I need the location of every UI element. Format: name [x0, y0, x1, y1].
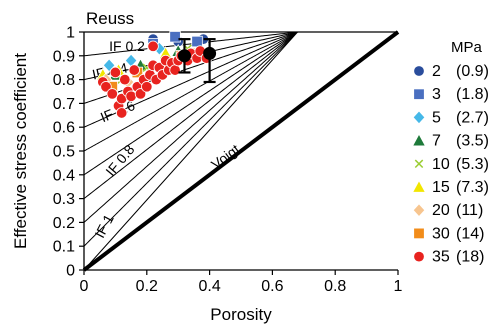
- mean-point: [177, 49, 191, 63]
- legend-value: (1.8): [456, 86, 489, 103]
- data-point: [169, 31, 181, 43]
- curve-label: IF 1: [91, 211, 117, 240]
- data-point: [115, 107, 128, 119]
- legend-marker: [414, 159, 424, 169]
- y-tick-label: 0: [66, 263, 75, 280]
- isoframe-curve: [84, 32, 398, 199]
- data-point: [134, 88, 147, 100]
- legend-marker: [412, 203, 426, 218]
- legend-pressure: 10: [432, 156, 450, 173]
- legend-item: 7 (3.5): [411, 133, 489, 150]
- y-tick-label: 0.2: [53, 215, 75, 232]
- curve-label: IF 0.2: [109, 38, 145, 54]
- isoframe-curve: [84, 32, 398, 128]
- legend-marker: [411, 133, 427, 147]
- data-point: [141, 81, 153, 93]
- legend-pressure: 30: [432, 225, 450, 242]
- legend-pressure: 5: [432, 109, 441, 126]
- voigt-line: [82, 30, 400, 272]
- legend-value: (11): [456, 202, 483, 219]
- legend-pressure: 7: [432, 133, 441, 150]
- y-axis-label: Effective stress coefficient: [11, 53, 30, 249]
- y-tick-label: 0.6: [53, 120, 75, 137]
- isoframe-curve: [84, 32, 398, 152]
- y-tick-label: 0.5: [53, 144, 75, 161]
- legend-marker: [413, 250, 425, 263]
- legend-marker: [412, 110, 426, 125]
- reuss-label: Reuss: [86, 9, 134, 28]
- data-point: [106, 88, 118, 100]
- x-axis-label: Porosity: [210, 305, 272, 324]
- isoframe-curves: [84, 32, 398, 270]
- legend-value: (2.7): [456, 109, 489, 126]
- legend-item: 3 (1.8): [413, 86, 489, 103]
- legend-item: 20 (11): [412, 202, 483, 219]
- x-tick-label: 0.4: [198, 278, 220, 295]
- legend-value: (18): [456, 249, 484, 266]
- x-tick-label: 1: [394, 278, 403, 295]
- voigt-label: Voigt: [208, 141, 243, 173]
- mean-point-with-error-bar: [177, 38, 191, 74]
- data-point: [128, 64, 140, 76]
- legend-title: MPa: [451, 39, 483, 56]
- data-point: [191, 35, 203, 48]
- legend-item: 2 (0.9): [413, 63, 489, 80]
- y-tick-label: 0.3: [53, 191, 75, 208]
- legend-item: 5 (2.7): [412, 109, 489, 126]
- legend-item: 35 (18): [413, 249, 484, 266]
- legend-value: (0.9): [456, 63, 489, 80]
- legend-pressure: 15: [432, 179, 450, 196]
- legend-value: (7.3): [456, 179, 489, 196]
- x-tick-label: 0.6: [261, 278, 283, 295]
- legend-pressure: 35: [432, 249, 450, 266]
- isoframe-curve: [84, 32, 398, 270]
- legend-marker: [413, 65, 425, 77]
- data-point: [100, 81, 112, 93]
- data-point: [147, 40, 159, 52]
- legend-value: (5.3): [456, 156, 489, 173]
- legend-value: (3.5): [456, 133, 489, 150]
- isoframe-curve: [84, 32, 398, 57]
- legend-item: 30 (14): [413, 225, 484, 242]
- legend-marker: [413, 88, 425, 100]
- x-tick-label: 0: [80, 278, 89, 295]
- y-tick-label: 1: [66, 25, 75, 42]
- x-tick-label: 0.2: [136, 278, 158, 295]
- isoframe-curve: [84, 32, 398, 247]
- data-point: [119, 73, 131, 86]
- mean-point: [203, 46, 217, 60]
- legend-pressure: 3: [432, 86, 441, 103]
- x-tick-label: 0.8: [324, 278, 346, 295]
- isoframe-curve: [84, 32, 398, 223]
- mean-point-with-error-bar: [203, 38, 217, 84]
- y-tick-label: 0.4: [53, 167, 75, 184]
- isoframe-curve: [84, 32, 398, 176]
- data-point: [125, 90, 137, 102]
- y-tick-label: 0.7: [53, 96, 75, 113]
- legend-pressure: 20: [432, 202, 450, 219]
- y-tick-label: 0.9: [53, 48, 75, 65]
- legend-marker: [413, 227, 425, 240]
- data-point: [169, 64, 181, 76]
- data-point: [109, 66, 122, 79]
- legend-item: 15 (7.3): [411, 179, 489, 196]
- y-tick-label: 0.8: [53, 72, 75, 89]
- legend: MPa 2 (0.9) 3 (1.8) 5 (2.7) 7 (3.5) 10 (5.3) 15 (7.3…: [411, 39, 489, 266]
- x-mark-stroke: [414, 159, 424, 169]
- curve-label: IF 0.8: [102, 141, 137, 179]
- y-tick-label: 0.1: [53, 239, 75, 256]
- legend-marker: [411, 179, 427, 193]
- legend-value: (14): [456, 225, 484, 242]
- legend-item: 10 (5.3): [414, 156, 489, 173]
- legend-pressure: 2: [432, 63, 441, 80]
